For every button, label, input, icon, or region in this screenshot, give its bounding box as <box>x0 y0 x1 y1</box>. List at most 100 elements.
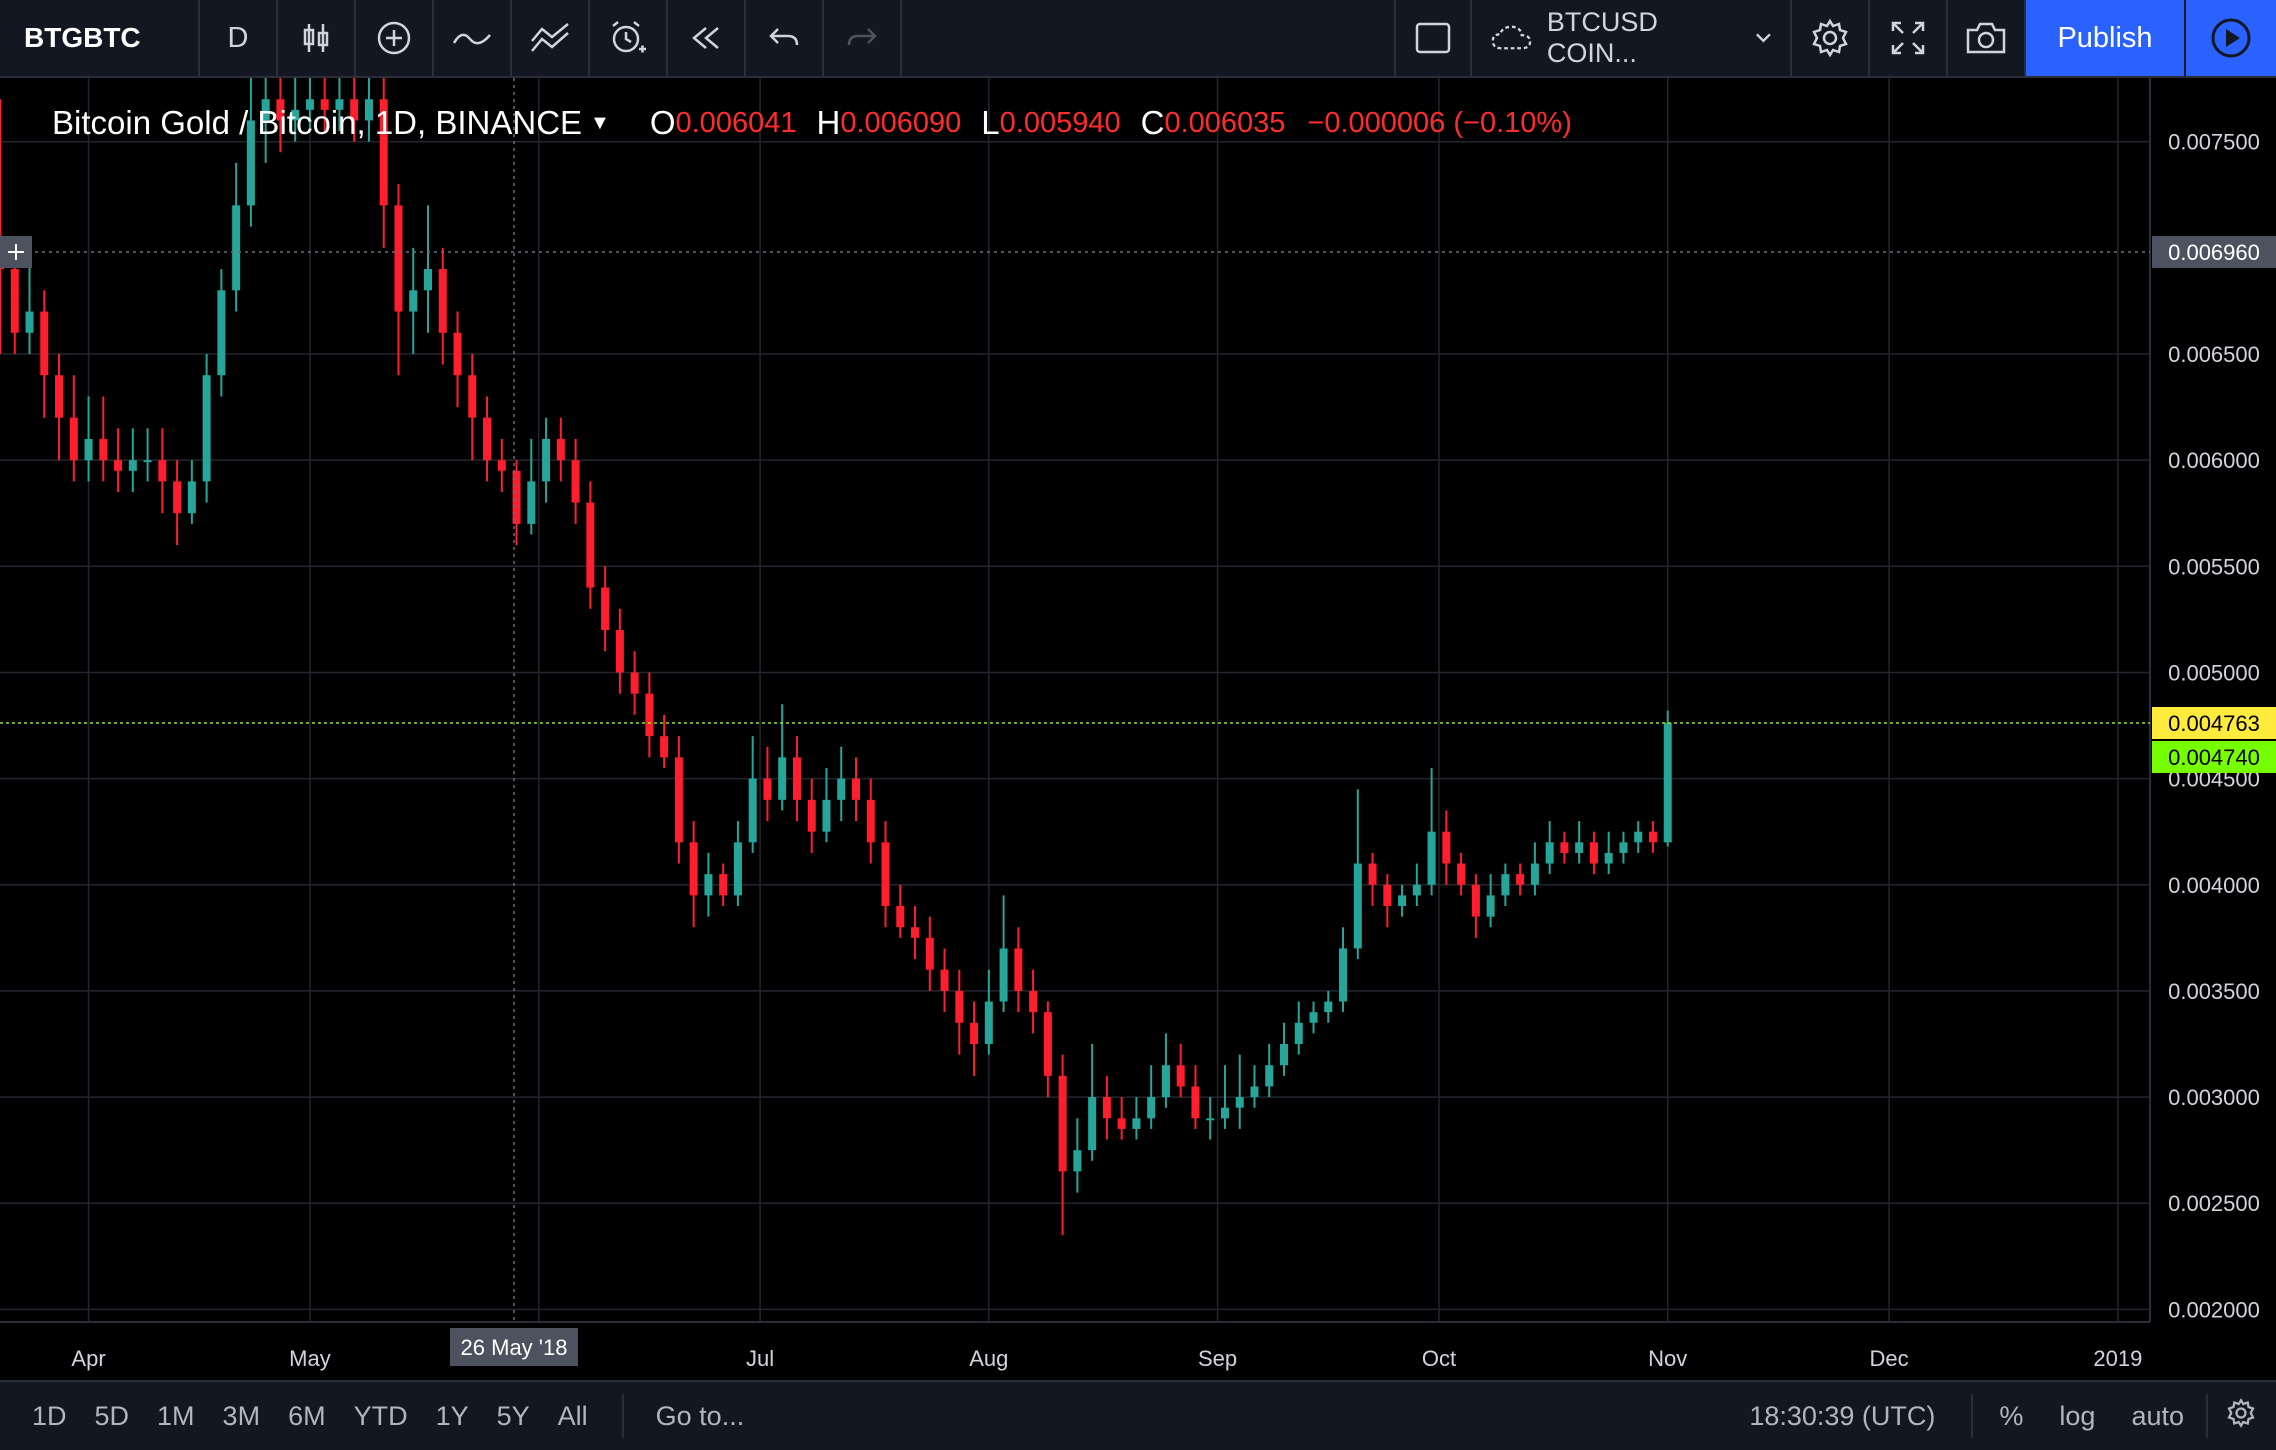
interval-button[interactable]: D <box>200 0 278 76</box>
high-value: 0.006090 <box>840 106 962 139</box>
time-tick-label: Jul <box>746 1346 774 1371</box>
candle-body <box>1663 722 1672 843</box>
second-price-label: 0.004740 <box>2168 745 2260 770</box>
price-tick-label: 0.002000 <box>2168 1297 2260 1322</box>
legend-caret-icon[interactable]: ▼ <box>590 111 610 134</box>
replay-button[interactable] <box>668 0 746 76</box>
crosshair-plus-button[interactable] <box>0 236 32 268</box>
time-axis[interactable]: Apr May Jul Aug Sep Oct Nov Dec 2019 <box>71 1346 2142 1371</box>
publish-button[interactable]: Publish <box>2026 0 2186 76</box>
high-label: H <box>816 104 841 141</box>
candle-body <box>881 842 890 906</box>
price-tick-label: 0.007500 <box>2168 130 2260 155</box>
clock-timezone-button[interactable]: 18:30:39 (UTC) <box>1749 1400 1936 1431</box>
candle-body <box>660 736 669 758</box>
range-5y-button[interactable]: 5Y <box>496 1400 530 1431</box>
candle-body <box>320 99 329 110</box>
indicators-button[interactable] <box>434 0 512 76</box>
price-axis[interactable]: 0.007500 0.006500 0.006000 0.005500 0.005000… <box>2168 130 2260 1323</box>
candle-body <box>852 778 860 800</box>
candle-body <box>335 99 344 110</box>
log-scale-button[interactable]: log <box>2059 1400 2096 1431</box>
candle-body <box>571 460 580 503</box>
candle-body <box>837 778 846 800</box>
saved-layout-button[interactable]: BTCUSD COIN... <box>1472 0 1792 76</box>
settings-button[interactable] <box>1792 0 1870 76</box>
candle-body <box>55 375 64 418</box>
time-tick-label: Nov <box>1648 1346 1687 1371</box>
saved-layout-label: BTCUSD COIN... <box>1546 7 1658 68</box>
candle-body <box>1132 1118 1141 1129</box>
auto-scale-button[interactable]: auto <box>2131 1400 2184 1431</box>
symbol-search-button[interactable]: BTGBTC <box>0 0 200 76</box>
range-5d-button[interactable]: 5D <box>94 1400 130 1431</box>
candle-body <box>1324 1001 1333 1013</box>
camera-icon <box>1966 22 2006 54</box>
publish-label: Publish <box>2057 21 2153 54</box>
candle-body <box>689 842 698 896</box>
candle-body <box>1486 895 1495 917</box>
range-1d-button[interactable]: 1D <box>32 1400 67 1431</box>
chart-settings-button[interactable] <box>2212 1397 2276 1435</box>
snapshot-button[interactable] <box>1948 0 2026 76</box>
redo-button[interactable] <box>824 0 902 76</box>
alert-button[interactable] <box>590 0 668 76</box>
candle-body <box>1471 884 1480 917</box>
candle-body <box>911 927 920 938</box>
price-tick-label: 0.003500 <box>2168 979 2260 1004</box>
candle-body <box>1191 1086 1200 1119</box>
candle-body <box>1648 831 1657 843</box>
candle-body <box>1516 874 1525 885</box>
price-chart[interactable]: 0.007500 0.006500 0.006000 0.005500 0.005000… <box>0 78 2276 1378</box>
candle-body <box>601 587 610 630</box>
range-1m-button[interactable]: 1M <box>157 1400 195 1431</box>
chart-background <box>0 78 2276 1378</box>
range-6m-button[interactable]: 6M <box>288 1400 326 1431</box>
candle-body <box>1058 1075 1067 1172</box>
bottombar-divider-2 <box>1971 1394 1974 1438</box>
fullscreen-button[interactable] <box>1870 0 1948 76</box>
candle-body <box>1634 831 1643 843</box>
candle-body <box>984 1001 993 1044</box>
range-1y-button[interactable]: 1Y <box>435 1400 469 1431</box>
candle-body <box>1442 831 1451 864</box>
candle-body <box>1309 1012 1318 1023</box>
compare-add-button[interactable] <box>356 0 434 76</box>
undo-button[interactable] <box>746 0 824 76</box>
candle-body <box>1161 1065 1170 1098</box>
alarm-clock-icon <box>612 21 646 53</box>
range-3m-button[interactable]: 3M <box>222 1400 261 1431</box>
layout-button[interactable] <box>1394 0 1472 76</box>
templates-button[interactable] <box>512 0 590 76</box>
goto-button[interactable]: Go to... <box>655 1400 745 1431</box>
chart-style-button[interactable] <box>278 0 356 76</box>
legend-title[interactable]: Bitcoin Gold / Bitcoin, 1D, BINANCE <box>52 104 583 141</box>
cloud-icon <box>1491 25 1532 50</box>
candle-body <box>778 757 787 800</box>
candle-body <box>1250 1086 1259 1098</box>
candle-body <box>1014 948 1023 991</box>
candle-body <box>763 778 772 800</box>
square-layout-icon <box>1415 22 1451 54</box>
play-button[interactable] <box>2186 0 2276 76</box>
price-tick-label: 0.005500 <box>2168 554 2260 579</box>
time-tick-label: May <box>289 1346 331 1371</box>
range-all-button[interactable]: All <box>557 1400 588 1431</box>
candle-body <box>1280 1044 1288 1066</box>
candle-body <box>438 269 447 333</box>
open-label: O <box>649 104 676 141</box>
gear-icon <box>1812 18 1848 58</box>
candle-body <box>896 906 905 928</box>
candle-body <box>1073 1150 1082 1172</box>
candle-body <box>1043 1012 1052 1076</box>
chart-templates-icon <box>531 23 569 52</box>
percent-scale-button[interactable]: % <box>1999 1400 2024 1431</box>
candle-body <box>1560 842 1569 853</box>
candle-body <box>468 375 477 418</box>
candle-body <box>276 99 285 121</box>
last-price-tag: 0.004763 <box>2152 707 2276 739</box>
gear-icon <box>2227 1397 2255 1428</box>
range-ytd-button[interactable]: YTD <box>353 1400 408 1431</box>
crosshair-date-label: 26 May '18 <box>461 1335 568 1360</box>
candle-body <box>173 481 182 514</box>
